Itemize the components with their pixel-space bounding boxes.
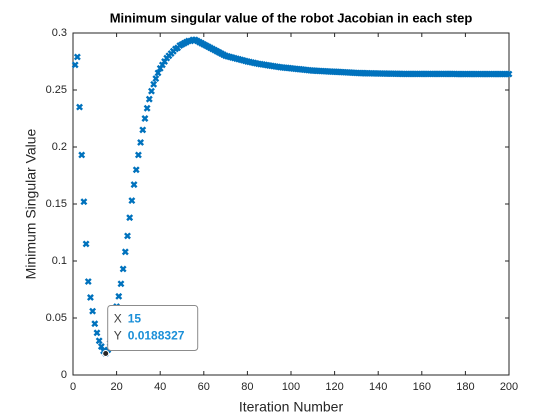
marker <box>119 265 127 273</box>
datatip-x-value: 15 <box>128 312 142 326</box>
marker <box>115 292 123 300</box>
x-tick-label: 0 <box>70 381 76 393</box>
marker <box>121 248 129 256</box>
x-tick-label: 60 <box>198 381 210 393</box>
marker <box>134 151 142 159</box>
y-tick-label: 0.25 <box>46 84 67 96</box>
chart-title: Minimum singular value of the robot Jaco… <box>110 10 473 25</box>
marker <box>143 104 151 112</box>
marker <box>130 181 138 189</box>
y-tick-label: 0.3 <box>52 27 67 39</box>
marker <box>126 214 134 222</box>
marker <box>132 166 140 174</box>
marker <box>91 320 99 328</box>
x-tick-label: 120 <box>325 381 343 393</box>
marker <box>152 75 160 83</box>
marker <box>139 126 147 134</box>
x-axis-label: Iteration Number <box>239 399 344 415</box>
marker <box>150 80 158 88</box>
x-tick-label: 160 <box>413 381 431 393</box>
marker <box>76 103 83 111</box>
y-tick-label: 0 <box>61 369 67 381</box>
x-tick-label: 40 <box>154 381 166 393</box>
datatip-y-value: 0.0188327 <box>128 329 185 343</box>
datatip-x-label: X <box>114 312 122 326</box>
x-tick-label: 140 <box>369 381 387 393</box>
datatip-box <box>107 305 199 352</box>
x-tick-label: 180 <box>456 381 474 393</box>
datatip-y-label: Y <box>114 329 122 343</box>
marker <box>78 151 86 159</box>
marker <box>117 280 125 288</box>
marker <box>128 197 136 205</box>
y-axis-label: Minimum Singular Value <box>23 128 39 279</box>
y-tick-label: 0.1 <box>52 255 67 267</box>
y-tick-label: 0.05 <box>46 312 67 324</box>
marker <box>95 337 103 345</box>
x-tick-label: 100 <box>282 381 300 393</box>
x-tick-label: 200 <box>500 381 518 393</box>
marker <box>145 95 153 103</box>
marker <box>89 307 97 315</box>
x-tick-label: 20 <box>110 381 122 393</box>
marker <box>82 240 90 248</box>
y-tick-label: 0.15 <box>46 198 67 210</box>
datatip: X 15 Y 0.0188327 <box>102 305 199 358</box>
marker <box>71 61 79 69</box>
marker <box>73 53 81 61</box>
marker <box>124 232 131 240</box>
marker <box>137 138 145 146</box>
marker <box>84 278 92 285</box>
marker <box>80 198 88 206</box>
marker <box>93 329 101 337</box>
marker <box>86 294 94 301</box>
marker <box>154 69 162 77</box>
datatip-point <box>102 350 110 358</box>
marker <box>148 87 155 95</box>
marker <box>97 343 105 350</box>
marker <box>505 70 513 78</box>
x-tick-label: 80 <box>241 381 253 393</box>
y-tick-label: 0.2 <box>52 141 67 153</box>
marker <box>141 115 149 122</box>
